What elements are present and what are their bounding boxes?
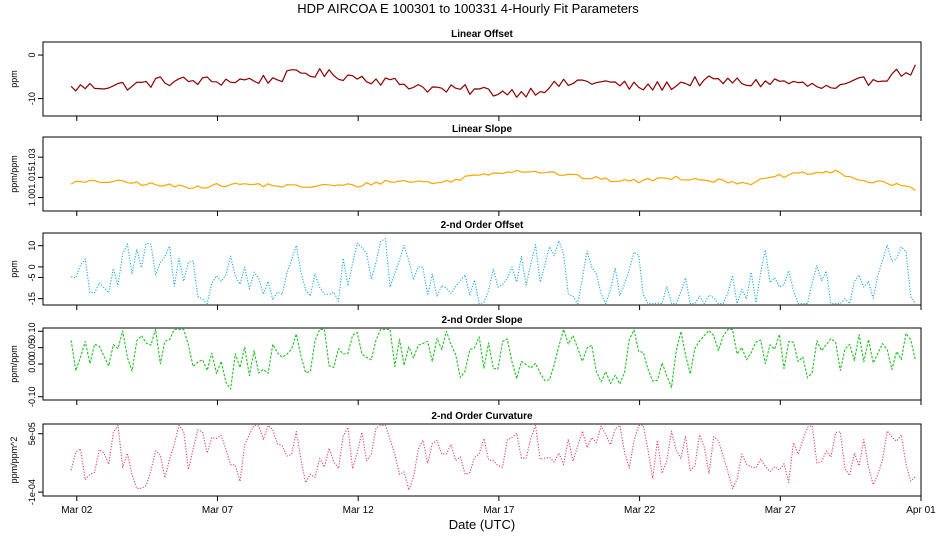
plot-frame [42,136,922,212]
x-tick-label: Mar 27 [765,505,797,516]
y-tick-label: -15 [27,292,37,305]
y-tick-label: 1.00 [27,189,37,207]
panel-title: 2-nd Order Offset [441,220,524,231]
y-tick-label: 1.015 [27,166,37,189]
y-tick-label: 10 [27,241,37,251]
panel-title: Linear Offset [451,29,513,40]
y-tick-label: -0.10 [27,386,37,407]
y-axis-label: ppm/ppm^2 [9,437,19,484]
y-axis-label: ppm [9,70,19,88]
y-tick-label: 0 [27,264,37,269]
panel-title: 2-nd Order Curvature [431,411,533,422]
x-tick-label: Mar 12 [343,505,375,516]
x-tick-label: Apr 01 [906,505,936,516]
plot-frame [42,41,922,117]
x-tick-label: Mar 17 [483,505,515,516]
x-tick-label: Mar 07 [202,505,234,516]
panel-title: 2-nd Order Slope [441,315,523,326]
y-axis-label: ppm/ppm [9,345,19,383]
series-line [70,238,916,305]
x-axis-title: Date (UTC) [448,517,516,532]
y-tick-label: -10 [27,92,37,105]
series-line [70,64,916,98]
plot-frame [42,423,922,497]
series-line [70,424,916,491]
y-tick-label: 0.00 [27,355,37,373]
plot-frame [42,327,922,401]
series-line [70,169,916,191]
plot-frame [42,232,922,306]
y-tick-label: 1.03 [27,148,37,166]
series-line [70,328,916,390]
panel-title: Linear Slope [452,124,512,135]
y-axis-label: ppm [9,260,19,278]
y-tick-label: 0.05 [27,339,37,357]
y-axis-label: ppm/ppm [9,155,19,193]
x-tick-label: Mar 02 [61,505,93,516]
x-tick-label: Mar 22 [624,505,656,516]
y-tick-label: 0 [27,53,37,58]
y-tick-label: -1e-04 [27,479,37,505]
y-tick-label: -5 [27,273,37,281]
y-tick-label: 0.10 [27,323,37,341]
chart-title: HDP AIRCOA E 100301 to 100331 4-Hourly F… [297,1,639,16]
y-tick-label: 5e-05 [27,422,37,445]
